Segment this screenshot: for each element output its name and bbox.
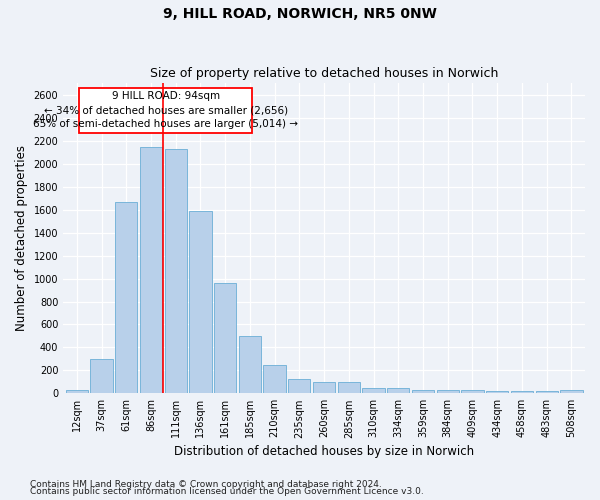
- Bar: [65, 390, 88, 394]
- Bar: [511, 392, 533, 394]
- Bar: [461, 390, 484, 394]
- Text: Contains public sector information licensed under the Open Government Licence v3: Contains public sector information licen…: [30, 488, 424, 496]
- Text: Contains HM Land Registry data © Crown copyright and database right 2024.: Contains HM Land Registry data © Crown c…: [30, 480, 382, 489]
- Title: Size of property relative to detached houses in Norwich: Size of property relative to detached ho…: [150, 66, 498, 80]
- Bar: [263, 364, 286, 394]
- Bar: [91, 359, 113, 394]
- Text: 65% of semi-detached houses are larger (5,014) →: 65% of semi-detached houses are larger (…: [34, 120, 298, 130]
- Text: 9, HILL ROAD, NORWICH, NR5 0NW: 9, HILL ROAD, NORWICH, NR5 0NW: [163, 8, 437, 22]
- Bar: [115, 202, 137, 394]
- Bar: [387, 388, 409, 394]
- Bar: [338, 382, 360, 394]
- FancyBboxPatch shape: [79, 88, 253, 133]
- Text: ← 34% of detached houses are smaller (2,656): ← 34% of detached houses are smaller (2,…: [44, 106, 288, 116]
- Bar: [536, 392, 558, 394]
- Bar: [437, 390, 459, 394]
- Bar: [164, 149, 187, 394]
- Bar: [214, 283, 236, 394]
- Bar: [560, 390, 583, 394]
- Bar: [239, 336, 261, 394]
- Text: 9 HILL ROAD: 94sqm: 9 HILL ROAD: 94sqm: [112, 92, 220, 102]
- Bar: [362, 388, 385, 394]
- Bar: [288, 379, 310, 394]
- Bar: [313, 382, 335, 394]
- Bar: [140, 146, 162, 394]
- Bar: [189, 211, 212, 394]
- Y-axis label: Number of detached properties: Number of detached properties: [15, 146, 28, 332]
- X-axis label: Distribution of detached houses by size in Norwich: Distribution of detached houses by size …: [174, 444, 474, 458]
- Bar: [486, 391, 508, 394]
- Bar: [412, 390, 434, 394]
